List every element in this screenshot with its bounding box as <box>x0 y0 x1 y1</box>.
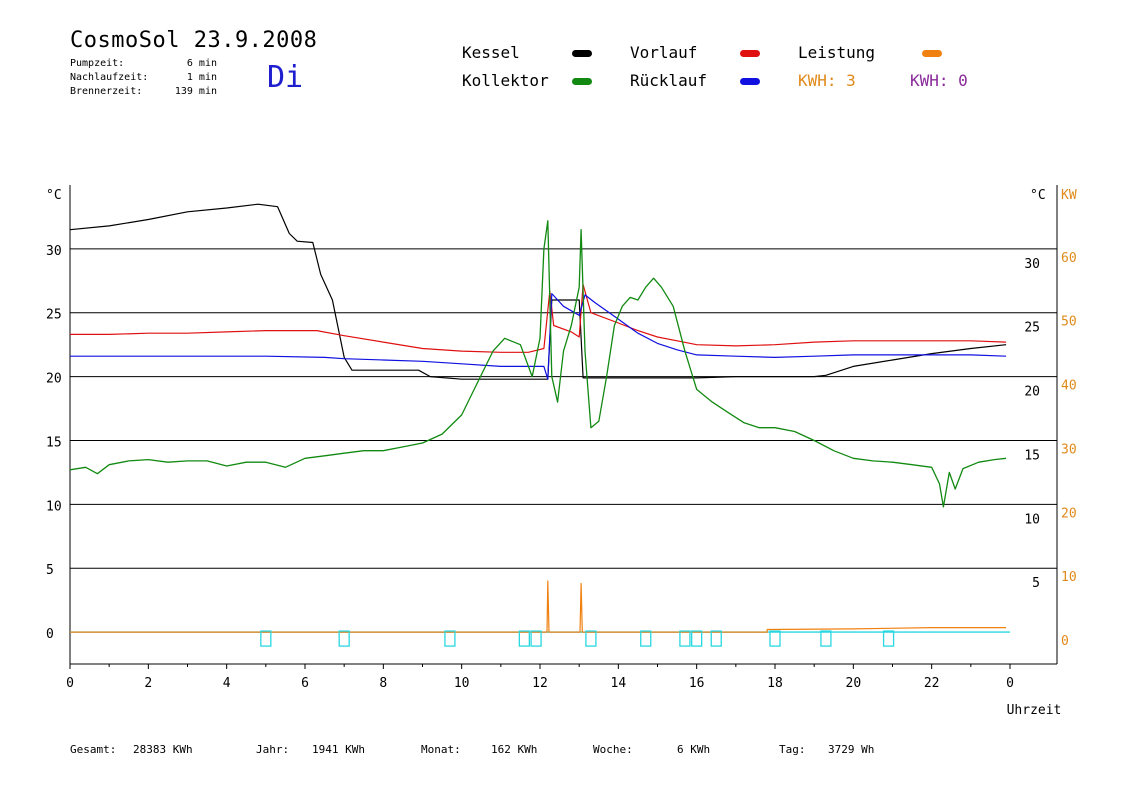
series-ruecklauf-line <box>70 293 1007 380</box>
chart-labels: 0 2 4 6 8 10 12 14 16 18 20 22 0 Uhrzeit 0 5 10 15 20 25 30 °… <box>46 188 1077 718</box>
y2-tick-label: 10 <box>1061 570 1077 585</box>
x-tick-label: 16 <box>689 676 705 691</box>
pump-marker <box>530 630 542 647</box>
y-tick-label-left: 25 <box>46 308 62 323</box>
pump-marker <box>260 630 272 647</box>
x-tick-label: 8 <box>379 676 387 691</box>
stat-value-pumpzeit: 6 min <box>186 58 217 69</box>
series-kollektor-line <box>69 220 1007 508</box>
footer-jahr-label: Jahr: <box>256 743 290 756</box>
y-tick-label-left: 30 <box>46 244 62 259</box>
y-tick-label-right: 30 <box>1024 257 1040 272</box>
x-tick-label: 14 <box>611 676 627 691</box>
pump-marker <box>518 630 530 647</box>
footer-tag-value: 3729 Wh <box>828 743 875 756</box>
y-unit-left: °C <box>46 188 62 203</box>
x-tick-label: 12 <box>532 676 548 691</box>
chart-series <box>69 203 1010 633</box>
x-tick-label: 22 <box>924 676 940 691</box>
chart-axes <box>69 185 1058 669</box>
footer-monat-value: 162 KWh <box>491 743 538 756</box>
pump-marker <box>769 630 781 647</box>
footer-gesamt-label: Gesamt: <box>70 743 117 756</box>
y-tick-label-left: 5 <box>46 563 54 578</box>
legend-kwh-other: KWH: 0 <box>910 71 968 90</box>
legend-vorlauf-label: Vorlauf <box>630 43 698 62</box>
x-tick-label: 0 <box>1006 676 1014 691</box>
page-title: CosmoSol 23.9.2008 <box>70 28 318 53</box>
stat-value-nachlaufzeit: 1 min <box>186 72 217 83</box>
y2-tick-label: 0 <box>1061 634 1069 649</box>
y2-tick-label: 60 <box>1061 251 1077 266</box>
y-tick-label-right: 15 <box>1024 448 1040 463</box>
series-kessel-line <box>69 203 1007 380</box>
legend-leistung-label: Leistung <box>798 43 876 62</box>
y2-tick-label: 30 <box>1061 442 1077 457</box>
footer-woche-value: 6 KWh <box>677 743 711 756</box>
pump-marker <box>691 630 703 647</box>
y-tick-label-right: 5 <box>1032 576 1040 591</box>
legend-ruecklauf-label: Rücklauf <box>630 71 708 90</box>
legend-ruecklauf-swatch <box>740 78 760 85</box>
x-axis-label: Uhrzeit <box>1007 703 1062 718</box>
y2-unit: KW <box>1061 188 1077 203</box>
pump-marker <box>640 630 652 647</box>
pump-marker <box>444 630 456 647</box>
pump-marker <box>338 630 350 647</box>
x-tick-label: 0 <box>66 676 74 691</box>
series-leistung-line <box>70 580 1007 633</box>
y2-tick-label: 40 <box>1061 379 1077 394</box>
y-unit-right: °C <box>1030 188 1046 203</box>
x-tick-label: 4 <box>223 676 231 691</box>
stat-label-pumpzeit: Pumpzeit: <box>70 58 125 69</box>
footer-woche-label: Woche: <box>593 743 633 756</box>
y2-tick-label: 50 <box>1061 315 1077 330</box>
pump-marker <box>679 630 691 647</box>
pump-marker <box>710 630 722 647</box>
y-tick-label-right: 10 <box>1024 512 1040 527</box>
y-tick-label-right: 20 <box>1024 385 1040 400</box>
pump-marker <box>820 630 832 647</box>
x-tick-label: 2 <box>144 676 152 691</box>
footer-tag-label: Tag: <box>779 743 806 756</box>
stat-label-nachlaufzeit: Nachlaufzeit: <box>70 72 149 83</box>
legend-leistung-swatch <box>922 50 942 57</box>
stat-label-brennerzeit: Brennerzeit: <box>70 86 143 97</box>
y-tick-label-left: 10 <box>46 499 62 514</box>
x-tick-label: 18 <box>767 676 783 691</box>
legend-kessel-label: Kessel <box>462 43 520 62</box>
legend-kollektor-swatch <box>572 78 592 85</box>
chart-grid <box>70 248 1057 569</box>
y-tick-label-right: 25 <box>1024 321 1040 336</box>
footer-gesamt-value: 28383 KWh <box>133 743 193 756</box>
footer-jahr-value: 1941 KWh <box>312 743 365 756</box>
legend-kwh-solar: KWH: 3 <box>798 71 856 90</box>
pump-markers <box>260 630 895 647</box>
x-tick-label: 10 <box>454 676 470 691</box>
y2-tick-label: 20 <box>1061 506 1077 521</box>
y-tick-label-left: 0 <box>46 627 54 642</box>
y-tick-label-left: 15 <box>46 435 62 450</box>
series-vorlauf-line <box>70 284 1007 353</box>
pump-marker <box>882 630 895 647</box>
x-tick-label: 20 <box>846 676 862 691</box>
legend-kollektor-label: Kollektor <box>462 71 549 90</box>
y-tick-label-left: 20 <box>46 372 62 387</box>
x-tick-label: 6 <box>301 676 309 691</box>
stat-value-brennerzeit: 139 min <box>174 86 217 97</box>
legend-vorlauf-swatch <box>740 50 760 57</box>
legend-kessel-swatch <box>572 50 592 57</box>
pump-marker <box>585 630 597 647</box>
footer-monat-label: Monat: <box>421 743 461 756</box>
weekday-label: Di <box>267 60 304 95</box>
